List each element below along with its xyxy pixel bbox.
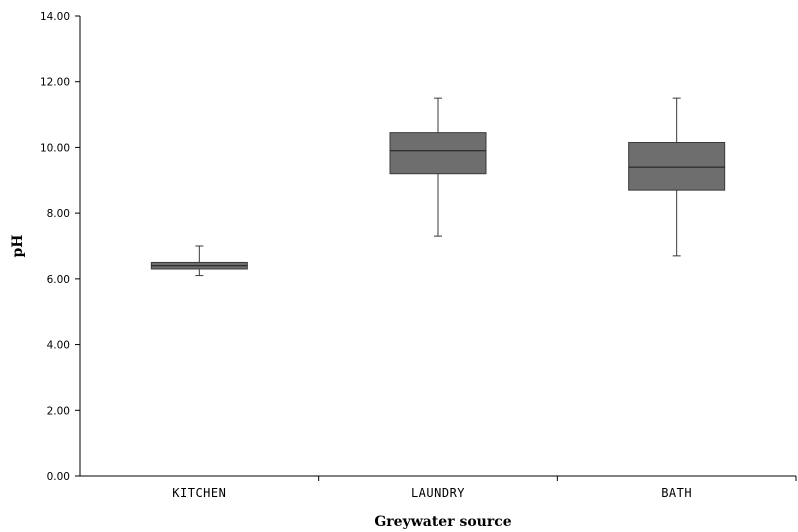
y-tick-label: 14.00 bbox=[40, 11, 70, 23]
x-tick-label: BATH bbox=[661, 486, 692, 500]
y-axis: 0.00 2.00 4.00 6.00 8.00 10.00 12.00 14.00 bbox=[40, 11, 81, 483]
y-tick-label: 2.00 bbox=[47, 405, 70, 417]
y-tick-label: 10.00 bbox=[40, 142, 70, 154]
box-series bbox=[150, 97, 726, 277]
y-tick-label: 4.00 bbox=[47, 340, 70, 352]
x-tick-label: KITCHEN bbox=[172, 486, 226, 500]
y-tick-label: 12.00 bbox=[40, 77, 70, 89]
x-axis: KITCHEN LAUNDRY BATH bbox=[80, 475, 797, 500]
x-tick-label: LAUNDRY bbox=[411, 486, 465, 500]
y-tick-label: 0.00 bbox=[47, 471, 70, 483]
iqr-box bbox=[628, 142, 726, 191]
y-axis-title: pH bbox=[10, 234, 26, 257]
box-bath bbox=[628, 97, 726, 257]
x-axis-title: Greywater source bbox=[374, 514, 511, 530]
box-kitchen bbox=[150, 245, 248, 277]
box-laundry bbox=[389, 97, 487, 237]
iqr-box bbox=[389, 132, 487, 175]
y-tick-label: 6.00 bbox=[47, 274, 70, 286]
y-tick-label: 8.00 bbox=[47, 208, 70, 220]
